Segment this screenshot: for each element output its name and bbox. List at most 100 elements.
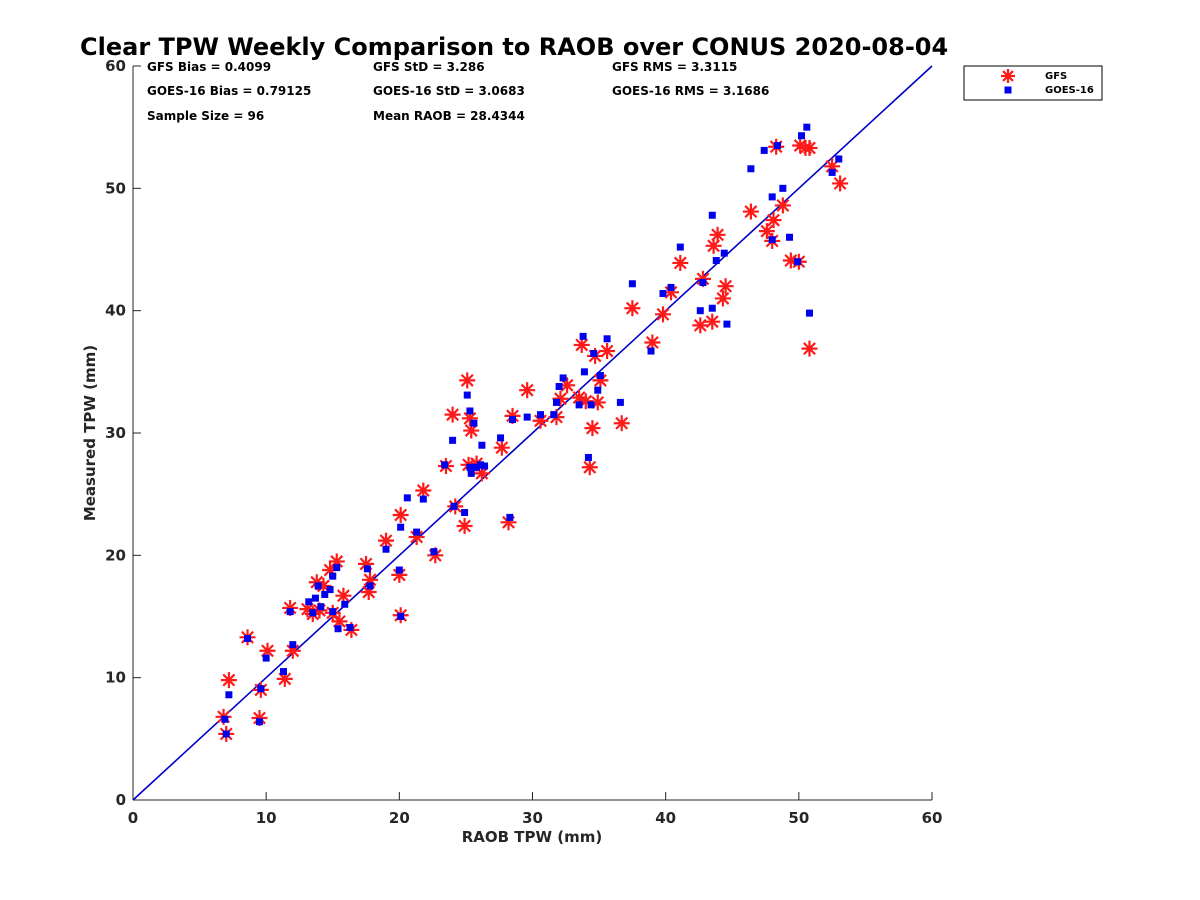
goes16-point bbox=[222, 730, 230, 738]
goes16-point bbox=[450, 502, 458, 510]
gfs-point bbox=[220, 672, 237, 689]
goes16-point bbox=[559, 374, 567, 382]
legend: GFS GOES-16 bbox=[963, 65, 1103, 101]
goes16-point bbox=[477, 461, 485, 469]
gfs-point bbox=[408, 528, 425, 545]
goes16-point bbox=[363, 565, 371, 573]
x-tick-label: 20 bbox=[389, 809, 410, 827]
goes16-point bbox=[760, 146, 768, 154]
goes16-point bbox=[580, 368, 588, 376]
goes16-point bbox=[225, 691, 233, 699]
goes16-point bbox=[334, 625, 342, 633]
goes16-point bbox=[481, 462, 489, 470]
gfs-point bbox=[742, 203, 759, 220]
goes16-point bbox=[647, 347, 655, 355]
gfs-point bbox=[276, 670, 293, 687]
goes16-point bbox=[797, 132, 805, 140]
goes16-point bbox=[659, 290, 667, 298]
gfs-point bbox=[714, 290, 731, 307]
chart-title: Clear TPW Weekly Comparison to RAOB over… bbox=[80, 33, 948, 61]
goes16-point bbox=[768, 193, 776, 201]
goes16-point bbox=[317, 603, 325, 611]
goes16-point bbox=[696, 307, 704, 315]
data-points bbox=[215, 123, 849, 742]
goes16-point bbox=[509, 416, 517, 424]
gfs-point bbox=[694, 270, 711, 287]
legend-goes-marker bbox=[1004, 86, 1012, 94]
gfs-point bbox=[519, 382, 536, 399]
goes16-point bbox=[473, 463, 481, 471]
gfs-point bbox=[459, 372, 476, 389]
goes16-point bbox=[478, 441, 486, 449]
y-tick-label: 60 bbox=[105, 57, 126, 75]
x-tick-label: 50 bbox=[788, 809, 809, 827]
goes16-point bbox=[805, 309, 813, 317]
y-tick-label: 20 bbox=[105, 546, 126, 564]
goes16-point bbox=[708, 211, 716, 219]
goes16-point bbox=[321, 590, 329, 598]
stat-gfs-bias: GFS Bias = 0.4099 bbox=[147, 60, 271, 74]
gfs-point bbox=[559, 377, 576, 394]
goes16-point bbox=[506, 513, 514, 521]
goes16-point bbox=[720, 249, 728, 257]
gfs-point bbox=[765, 212, 782, 229]
goes16-point bbox=[590, 349, 598, 357]
goes16-point bbox=[667, 283, 675, 291]
gfs-point bbox=[573, 336, 590, 353]
goes16-point bbox=[779, 184, 787, 192]
gfs-point bbox=[584, 420, 601, 437]
x-tick-label: 10 bbox=[256, 809, 277, 827]
goes16-point bbox=[314, 582, 322, 590]
goes16-point bbox=[279, 668, 287, 676]
gfs-point bbox=[463, 422, 480, 439]
stat-goes-rms: GOES-16 RMS = 3.1686 bbox=[612, 84, 769, 98]
goes16-point bbox=[397, 613, 405, 620]
legend-gfs-marker bbox=[1001, 69, 1015, 83]
legend-box bbox=[963, 65, 1103, 101]
gfs-point bbox=[392, 506, 409, 523]
gfs-point bbox=[599, 343, 616, 360]
goes16-point bbox=[262, 654, 270, 662]
y-tick-label: 50 bbox=[105, 179, 126, 197]
gfs-point bbox=[613, 415, 630, 432]
goes16-point bbox=[466, 463, 474, 471]
goes16-point bbox=[395, 566, 403, 574]
goes16-point bbox=[397, 523, 405, 531]
goes16-point bbox=[413, 528, 421, 536]
goes16-point bbox=[628, 280, 636, 288]
legend-gfs-label: GFS bbox=[1045, 71, 1067, 82]
gfs-point bbox=[705, 237, 722, 254]
goes16-point bbox=[341, 600, 349, 608]
gfs-point bbox=[832, 175, 849, 192]
goes16-point bbox=[768, 236, 776, 244]
goes16-point bbox=[579, 332, 587, 340]
goes16-point bbox=[794, 258, 802, 266]
goes16-point bbox=[497, 434, 505, 442]
stat-mean-raob: Mean RAOB = 28.4344 bbox=[373, 109, 525, 123]
goes16-point bbox=[256, 718, 264, 726]
goes16-point bbox=[596, 372, 604, 380]
goes16-point bbox=[467, 469, 475, 477]
x-tick-label: 30 bbox=[522, 809, 543, 827]
y-axis-label: Measured TPW (mm) bbox=[81, 345, 99, 521]
one-to-one-line bbox=[132, 65, 933, 801]
gfs-point bbox=[717, 278, 734, 295]
goes16-point bbox=[441, 461, 449, 469]
legend-goes-label: GOES-16 bbox=[1045, 85, 1094, 96]
goes16-point bbox=[311, 594, 319, 602]
x-tick-label: 60 bbox=[922, 809, 943, 827]
gfs-point bbox=[335, 587, 352, 604]
goes16-point bbox=[430, 548, 438, 556]
goes16-point bbox=[305, 598, 313, 606]
gfs-legend-asterisk bbox=[1001, 69, 1015, 83]
reference-line-layer bbox=[132, 65, 933, 801]
goes16-point bbox=[803, 123, 811, 131]
goes16-point bbox=[289, 641, 297, 649]
gfs-point bbox=[493, 439, 510, 456]
goes16-point bbox=[257, 685, 265, 693]
gfs-point bbox=[692, 317, 709, 334]
goes16-point bbox=[244, 635, 252, 643]
gfs-point bbox=[592, 372, 609, 389]
goes16-point bbox=[419, 495, 427, 503]
